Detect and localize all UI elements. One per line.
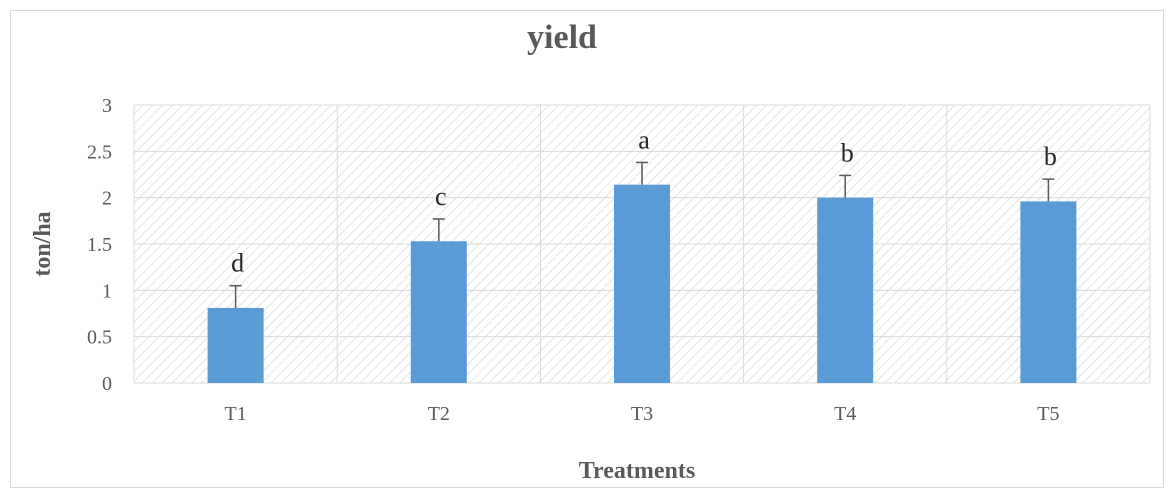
- significance-label-t1: d: [231, 249, 244, 278]
- error-bars: [229, 161, 1055, 308]
- bars: [207, 184, 1077, 383]
- bar-t4: [817, 197, 874, 383]
- y-tick-label: 0.5: [87, 327, 112, 349]
- significance-label-t5: b: [1044, 142, 1057, 171]
- significance-label-t3: a: [638, 125, 650, 154]
- significance-label-t4: b: [841, 138, 854, 167]
- y-tick-label: 1.5: [87, 234, 112, 256]
- significance-labels: d c a b b: [231, 125, 1057, 277]
- y-tick-label: 0: [102, 373, 112, 395]
- x-tick-label-t4: T4: [834, 403, 856, 425]
- x-tick-label-t2: T2: [428, 403, 450, 425]
- y-tick-label: 2: [102, 188, 112, 210]
- y-tick-label: 2.5: [87, 141, 112, 163]
- x-tick-label-t5: T5: [1037, 403, 1059, 425]
- significance-label-t2: c: [435, 182, 447, 211]
- chart-title: yield: [527, 19, 597, 56]
- y-tick-labels: 0 0.5 1 1.5 2 2.5 3: [87, 95, 112, 395]
- x-tick-labels: T1 T2 T3 T4 T5: [224, 403, 1059, 425]
- bar-t5: [1020, 201, 1077, 383]
- bar-t2: [410, 241, 467, 383]
- x-tick-label-t3: T3: [631, 403, 653, 425]
- bar-t1: [207, 307, 264, 383]
- x-axis-title: Treatments: [579, 458, 695, 484]
- x-tick-label-t1: T1: [224, 403, 246, 425]
- y-tick-label: 3: [102, 95, 112, 117]
- bar-t3: [614, 184, 670, 383]
- y-tick-label: 1: [102, 280, 112, 302]
- y-axis-title: ton/ha: [30, 211, 56, 276]
